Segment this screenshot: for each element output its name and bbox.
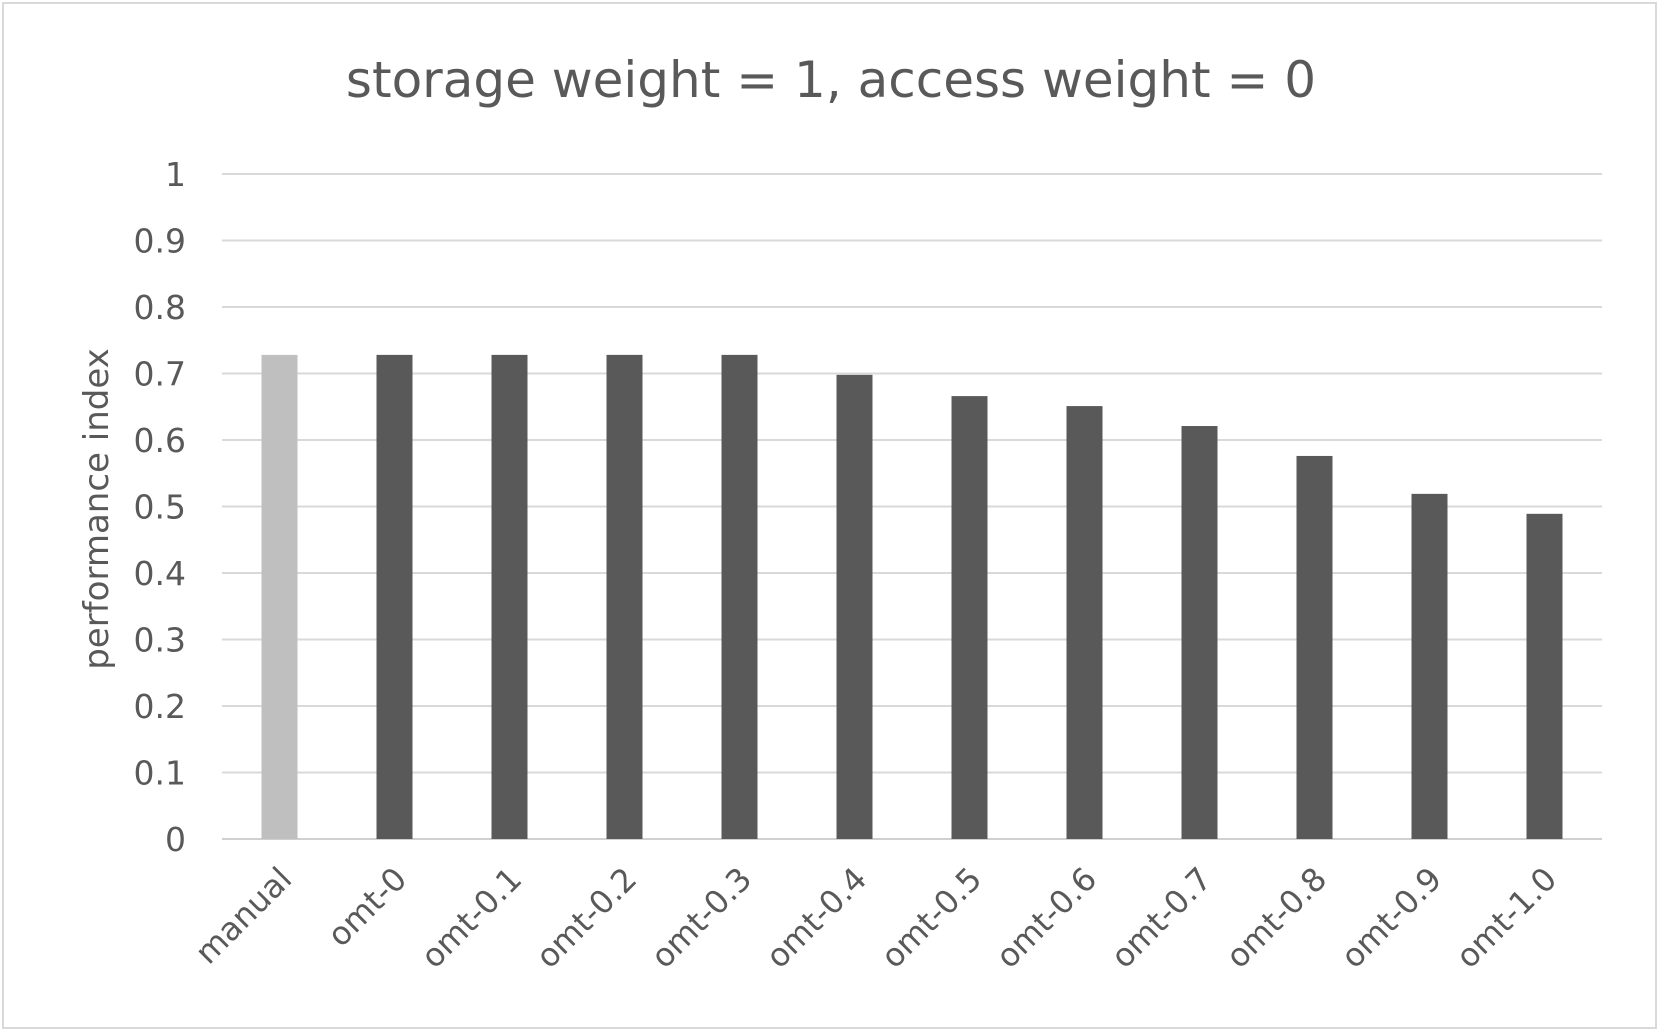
- bar-chart: storage weight = 1, access weight = 0 pe…: [77, 51, 1602, 976]
- y-axis-title: performance index: [77, 348, 117, 670]
- bar-omt-0.3: [721, 354, 758, 839]
- x-category-label: omt-0.7: [1103, 860, 1219, 976]
- x-category-label: manual: [188, 860, 300, 972]
- bar-omt-0.6: [1066, 406, 1103, 839]
- y-tick-label: 0.1: [134, 754, 186, 793]
- y-tick-label: 0.6: [134, 421, 186, 460]
- x-category-label: omt-0.3: [643, 860, 759, 976]
- bar-omt-0.9: [1411, 493, 1448, 839]
- y-tick-label: 0.9: [134, 222, 186, 261]
- y-tick-label: 0.7: [134, 355, 186, 394]
- y-tick-label: 0.2: [134, 687, 186, 726]
- y-tick-label: 0.3: [134, 621, 186, 660]
- y-tick-label: 0.8: [134, 288, 186, 327]
- bar-omt-0.1: [491, 354, 528, 839]
- y-tick-label: 0.4: [134, 554, 186, 593]
- bar-omt-0.5: [951, 396, 988, 839]
- bar-manual: [261, 354, 298, 839]
- bar-omt-0: [376, 354, 413, 839]
- bar-omt-0.7: [1181, 426, 1218, 839]
- y-axis-ticks: 0 0.1 0.2 0.3 0.4 0.5 0.6 0.7 0.8 0.9 1: [134, 155, 186, 859]
- x-category-label: omt-0.6: [988, 860, 1104, 976]
- y-tick-label: 1: [165, 155, 186, 194]
- bar-omt-1.0: [1526, 513, 1563, 839]
- bar-omt-0.4: [836, 374, 873, 839]
- x-axis-categories: manual omt-0 omt-0.1 omt-0.2 omt-0.3 omt-0.4 o…: [188, 860, 1565, 976]
- y-tick-label: 0: [165, 820, 186, 859]
- bar-omt-0.2: [606, 354, 643, 839]
- x-category-label: omt-0: [320, 860, 414, 954]
- bars: [261, 354, 1563, 839]
- x-category-label: omt-1.0: [1448, 860, 1564, 976]
- chart-title: storage weight = 1, access weight = 0: [346, 51, 1316, 109]
- x-category-label: omt-0.8: [1218, 860, 1334, 976]
- x-category-label: omt-0.2: [528, 860, 644, 976]
- gridlines: [222, 173, 1602, 840]
- x-category-label: omt-0.1: [413, 860, 529, 976]
- x-category-label: omt-0.9: [1333, 860, 1449, 976]
- bar-omt-0.8: [1296, 455, 1333, 839]
- x-category-label: omt-0.5: [873, 860, 989, 976]
- y-tick-label: 0.5: [134, 488, 186, 527]
- x-category-label: omt-0.4: [758, 860, 874, 976]
